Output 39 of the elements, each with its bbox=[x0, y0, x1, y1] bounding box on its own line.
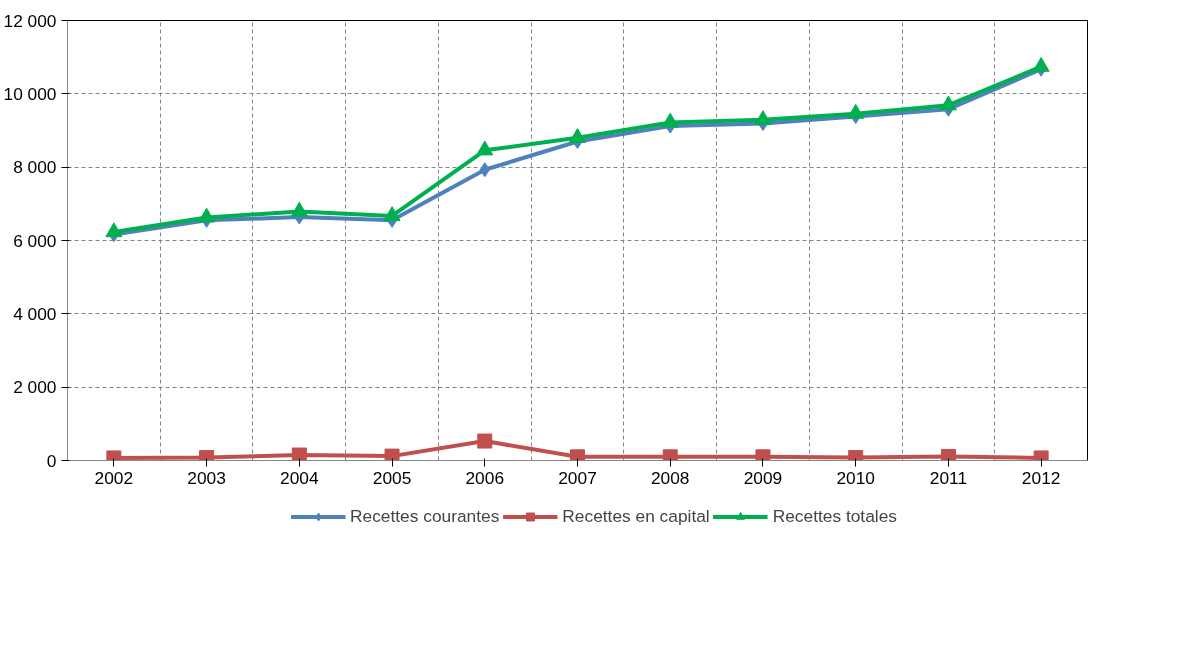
point bbox=[476, 140, 494, 156]
point bbox=[291, 447, 307, 461]
x-tick-label: 2005 bbox=[372, 467, 412, 488]
y-tick-label: 4 000 bbox=[13, 303, 57, 324]
point bbox=[661, 112, 679, 128]
point bbox=[754, 110, 772, 125]
x-tick-label: 2003 bbox=[187, 467, 226, 488]
point bbox=[477, 433, 493, 449]
y-tick-label: 10 000 bbox=[3, 83, 57, 104]
y-tick-label: 2 000 bbox=[13, 377, 57, 398]
point bbox=[662, 449, 678, 461]
point bbox=[570, 449, 585, 461]
y-tick-label: 0 bbox=[46, 450, 57, 471]
point bbox=[755, 449, 771, 461]
legend-label: Recettes totales bbox=[772, 505, 897, 527]
x-tick-label: 2009 bbox=[743, 467, 783, 488]
point bbox=[939, 95, 957, 111]
point bbox=[569, 128, 586, 143]
y-tick-label: 12 000 bbox=[3, 10, 57, 31]
point bbox=[105, 222, 123, 238]
point bbox=[383, 206, 401, 222]
point bbox=[1032, 56, 1050, 72]
point bbox=[940, 448, 956, 461]
x-tick-label: 2004 bbox=[280, 467, 319, 488]
y-tick-label: 8 000 bbox=[13, 157, 57, 178]
x-tick-label: 2012 bbox=[1021, 467, 1061, 488]
x-tick-label: 2002 bbox=[94, 467, 134, 488]
legend-label: Recettes courantes bbox=[350, 505, 500, 527]
point bbox=[198, 207, 216, 223]
x-tick-label: 2006 bbox=[465, 467, 505, 488]
point bbox=[290, 201, 308, 217]
x-tick-label: 2007 bbox=[558, 467, 597, 488]
x-tick-label: 2010 bbox=[836, 467, 875, 488]
legend-label: Recettes en capital bbox=[562, 505, 710, 527]
point bbox=[847, 103, 865, 119]
x-tick-label: 2011 bbox=[929, 467, 968, 488]
x-tick-label: 2008 bbox=[650, 467, 690, 488]
point bbox=[384, 448, 400, 461]
y-tick-label: 6 000 bbox=[13, 230, 57, 251]
